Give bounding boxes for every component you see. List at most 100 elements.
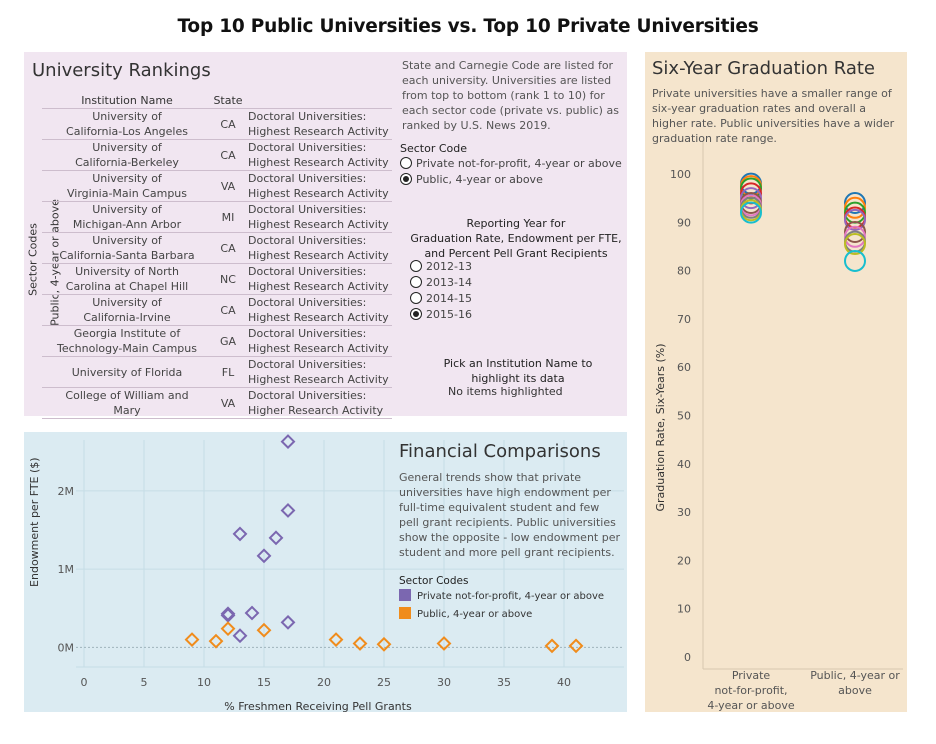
table-row[interactable]: College of William and Mary VA Doctoral Uni… bbox=[42, 387, 392, 419]
x-tick-label: 0 bbox=[81, 676, 88, 689]
table-row[interactable]: University of California-Santa Barbara CA D… bbox=[42, 232, 392, 264]
institution-name-line: Mary bbox=[113, 404, 141, 417]
financial-point bbox=[280, 503, 296, 518]
y-tick-label: 90 bbox=[677, 216, 691, 229]
institution-name-line: California-Irvine bbox=[83, 311, 171, 324]
x-axis-label: % Freshmen Receiving Pell Grants bbox=[224, 700, 412, 712]
grad-point bbox=[844, 233, 866, 256]
carnegie-line: Doctoral Universities: bbox=[248, 358, 367, 371]
financial-point bbox=[568, 638, 584, 654]
y-tick-label: 80 bbox=[677, 265, 691, 278]
state-cell: GA bbox=[212, 325, 244, 357]
carnegie-line: Highest Research Activity bbox=[248, 311, 389, 324]
table-row[interactable]: University of North Carolina at Chapel Hi… bbox=[42, 263, 392, 295]
sector-option-private[interactable]: Private not-for-profit, 4-year or above bbox=[400, 157, 622, 173]
highlight-title: Pick an Institution Name to highlight it… bbox=[430, 356, 606, 386]
table-row[interactable]: University of Virginia-Main Campus VA Docto… bbox=[42, 170, 392, 202]
y-tick-label: 20 bbox=[677, 554, 691, 567]
radio-icon[interactable] bbox=[410, 260, 422, 272]
institution-cell[interactable]: University of California-Berkeley bbox=[42, 139, 212, 171]
table-row[interactable]: University of Michigan-Ann Arbor MI Doctora… bbox=[42, 201, 392, 233]
financial-point bbox=[352, 636, 368, 651]
carnegie-cell: Doctoral Universities: Higher Research Ac… bbox=[244, 387, 392, 419]
table-row[interactable]: University of California-Berkeley CA Doctor… bbox=[42, 139, 392, 171]
x-tick-label: 35 bbox=[497, 676, 511, 689]
institution-name-line: California-Berkeley bbox=[75, 156, 179, 169]
legend-item-private[interactable]: Private not-for-profit, 4-year or above bbox=[399, 589, 604, 607]
institution-cell[interactable]: University of California-Irvine bbox=[42, 294, 212, 326]
institution-cell[interactable]: University of California-Los Angeles bbox=[42, 108, 212, 140]
category-label: not-for-profit, bbox=[714, 684, 787, 697]
grad-point bbox=[740, 201, 762, 224]
sector-option-label: Public, 4-year or above bbox=[416, 173, 543, 186]
legend-swatch bbox=[399, 607, 411, 619]
institution-cell[interactable]: University of North Carolina at Chapel Hi… bbox=[42, 263, 212, 295]
carnegie-line: Doctoral Universities: bbox=[248, 234, 367, 247]
radio-icon[interactable] bbox=[410, 276, 422, 288]
institution-name-line: Georgia Institute of bbox=[73, 327, 181, 340]
table-row[interactable]: University of California-Irvine CA Doctoral… bbox=[42, 294, 392, 326]
state-cell: MI bbox=[212, 201, 244, 233]
financial-point bbox=[544, 638, 560, 654]
legend-swatch bbox=[399, 589, 411, 601]
carnegie-line: Doctoral Universities: bbox=[248, 172, 367, 185]
y-tick-label: 40 bbox=[677, 458, 691, 471]
y-tick-label: 30 bbox=[677, 506, 691, 519]
carnegie-cell: Doctoral Universities: Highest Research A… bbox=[244, 201, 392, 233]
institution-name-line: University of bbox=[92, 296, 162, 309]
carnegie-line: Doctoral Universities: bbox=[248, 296, 367, 309]
year-option-2015-16[interactable]: 2015-16 bbox=[410, 308, 472, 324]
institution-cell[interactable]: Georgia Institute of Technology-Main Camp… bbox=[42, 325, 212, 357]
legend-item-public[interactable]: Public, 4-year or above bbox=[399, 607, 604, 625]
grad-point bbox=[844, 191, 866, 214]
category-label: 4-year or above bbox=[707, 699, 795, 712]
table-row[interactable]: Georgia Institute of Technology-Main Camp… bbox=[42, 325, 392, 357]
radio-selected-icon[interactable] bbox=[410, 308, 422, 320]
radio-icon[interactable] bbox=[410, 292, 422, 304]
sector-option-public[interactable]: Public, 4-year or above bbox=[400, 173, 622, 189]
financial-point bbox=[244, 605, 260, 621]
radio-icon[interactable] bbox=[400, 157, 412, 169]
carnegie-line: Highest Research Activity bbox=[248, 187, 389, 200]
carnegie-line: Doctoral Universities: bbox=[248, 265, 367, 278]
carnegie-cell: Doctoral Universities: Highest Research A… bbox=[244, 139, 392, 171]
state-cell: CA bbox=[212, 294, 244, 326]
institution-cell[interactable]: University of Virginia-Main Campus bbox=[42, 170, 212, 202]
year-option-label: 2014-15 bbox=[426, 292, 472, 305]
year-option-2012-13[interactable]: 2012-13 bbox=[410, 260, 472, 276]
year-option-label: 2015-16 bbox=[426, 308, 472, 321]
y-tick-label: 100 bbox=[670, 168, 691, 181]
financial-point bbox=[328, 632, 344, 648]
x-tick-label: 25 bbox=[377, 676, 391, 689]
y-axis-label: Graduation Rate, Six-Years (%) bbox=[654, 343, 667, 511]
institution-cell[interactable]: University of Michigan-Ann Arbor bbox=[42, 201, 212, 233]
institution-header: Institution Name bbox=[81, 93, 173, 107]
page-title: Top 10 Public Universities vs. Top 10 Pr… bbox=[177, 16, 759, 37]
institution-name-line: College of William and bbox=[65, 389, 189, 402]
table-row[interactable]: University of Florida FL Doctoral Universi… bbox=[42, 356, 392, 388]
carnegie-line: Doctoral Universities: bbox=[248, 110, 367, 123]
radio-selected-icon[interactable] bbox=[400, 173, 412, 185]
institution-cell[interactable]: College of William and Mary bbox=[42, 387, 212, 419]
table-row[interactable]: University of California-Los Angeles CA Doc… bbox=[42, 108, 392, 140]
sector-option-label: Private not-for-profit, 4-year or above bbox=[416, 157, 622, 170]
institution-cell[interactable]: University of Florida bbox=[42, 356, 212, 388]
year-option-2014-15[interactable]: 2014-15 bbox=[410, 292, 472, 308]
financial-title: Financial Comparisons bbox=[399, 441, 601, 462]
carnegie-header bbox=[244, 92, 392, 109]
legend-label: Private not-for-profit, 4-year or above bbox=[417, 591, 605, 602]
carnegie-line: Highest Research Activity bbox=[248, 125, 389, 138]
highlight-status[interactable]: No items highlighted bbox=[448, 385, 563, 398]
grad-point bbox=[844, 225, 866, 248]
year-option-2013-14[interactable]: 2013-14 bbox=[410, 276, 472, 292]
carnegie-line: Highest Research Activity bbox=[248, 373, 389, 386]
x-tick-label: 15 bbox=[257, 676, 271, 689]
carnegie-cell: Doctoral Universities: Highest Research A… bbox=[244, 108, 392, 140]
carnegie-cell: Doctoral Universities: Highest Research A… bbox=[244, 170, 392, 202]
institution-name-line: University of North bbox=[75, 265, 179, 278]
grad-point bbox=[844, 196, 866, 219]
state-cell: CA bbox=[212, 139, 244, 171]
financial-chart: 0 5 10 15 20 25 30 35 40 0M 1M 2M % Freshmen Receivi… bbox=[28, 434, 624, 712]
institution-cell[interactable]: University of California-Santa Barbara bbox=[42, 232, 212, 264]
y-tick-label: 0 bbox=[684, 651, 691, 664]
